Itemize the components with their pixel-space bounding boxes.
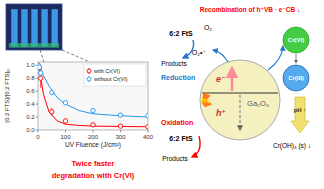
y-tick-label: 1.0 (26, 62, 35, 68)
photo-column (42, 10, 48, 47)
data-point (50, 90, 54, 94)
oxidation-label: Oxidation (161, 119, 193, 126)
electron-transfer-arrow (213, 50, 228, 62)
photocatalyst-particle (200, 60, 280, 140)
y-tick (36, 104, 39, 105)
chromium-vi-label: Cr(VI) (288, 37, 304, 43)
legend-label: without Cr(VI) (93, 76, 128, 82)
y-tick-label: 0.8 (26, 75, 35, 81)
x-tick-label: 300 (115, 134, 126, 140)
x-tick (93, 130, 94, 133)
x-tick (120, 130, 121, 133)
y-tick (36, 117, 39, 118)
band-line (202, 93, 278, 94)
plot-frame (38, 62, 148, 130)
catalyst-label: Ga₂O₃ (247, 99, 269, 108)
data-point (38, 65, 42, 69)
data-point (118, 124, 122, 128)
photo-background (6, 4, 62, 50)
reduction-arrow (183, 40, 194, 58)
y-tick-label: 0.4 (26, 101, 35, 107)
oxygen-label: O₂ (204, 24, 212, 31)
electron-label: e⁻ (216, 74, 226, 84)
legend-label: with Cr(VI) (93, 68, 120, 74)
y-tick-label: 0.0 (26, 127, 35, 133)
chromium-vi (283, 27, 309, 53)
data-point (146, 125, 148, 129)
x-axis-label: UV Fluence (J/cm²) (65, 141, 121, 149)
x-tick-label: 200 (88, 134, 99, 140)
reduction-label: Reduction (161, 74, 195, 81)
caption: degradation with Cr(VI) (52, 171, 135, 180)
precipitate-label: Cr(OH)₃ (s) ↓ (273, 142, 311, 150)
chromium-iii (283, 65, 309, 91)
data-point (63, 119, 67, 123)
y-tick (36, 91, 39, 92)
product-label: Products (162, 155, 188, 162)
data-point (146, 114, 148, 118)
product-label: Products (161, 60, 187, 67)
hole-label: h⁺ (216, 108, 226, 118)
ph-arrow (291, 97, 309, 133)
photo-column (52, 10, 58, 47)
x-tick (148, 130, 149, 133)
photo-column (22, 10, 28, 47)
reduction-step-arrow (296, 54, 297, 63)
superoxide-label: O₂•⁻ (192, 49, 207, 56)
x-tick (38, 130, 39, 133)
excitation-arrow (231, 68, 234, 91)
oxidation-arrow (192, 136, 200, 157)
y-tick-label: 0.2 (26, 114, 35, 120)
hole-arrow (239, 95, 240, 130)
data-point (39, 76, 43, 80)
photo-tray (9, 43, 59, 48)
photo-column (32, 10, 38, 47)
data-point (63, 101, 67, 105)
light-flame (202, 93, 213, 107)
photo-column (12, 10, 18, 47)
legend-box (84, 64, 146, 86)
data-point (50, 110, 54, 114)
chromium-iii-label: Cr(III) (288, 75, 304, 81)
x-tick-label: 400 (143, 134, 154, 140)
y-tick (36, 65, 39, 66)
data-point (38, 65, 42, 69)
data-point (39, 71, 43, 75)
legend-swatch (87, 77, 91, 81)
ph-label: pH ↑ (294, 107, 307, 113)
reactant-label: 6:2 FtS (169, 30, 193, 37)
plot-data (38, 63, 148, 129)
x-tick (65, 130, 66, 133)
recombination-label: Recombination of h⁺VB · e⁻CB ↓ (200, 6, 300, 13)
y-tick-label: 0.6 (26, 88, 35, 94)
light-label: hν (201, 96, 211, 105)
data-point (91, 108, 95, 112)
x-tick-label: 100 (60, 134, 71, 140)
connector-line (40, 50, 44, 62)
data-point (118, 113, 122, 117)
y-tick (36, 130, 39, 131)
electron-transfer-arrow (268, 46, 283, 70)
reactor-photo (6, 4, 62, 50)
x-tick-label: 0 (36, 134, 40, 140)
legend-swatch (87, 69, 91, 73)
reactant-label: 6:2 FtS (169, 135, 193, 142)
caption: Twice faster (72, 159, 115, 168)
y-axis-label: [6:2 FTS]/[6:2 FTS]₀ (4, 69, 10, 123)
legend: with Cr(VI) without Cr(VI) (84, 64, 146, 86)
data-point (91, 123, 95, 127)
y-tick (36, 78, 39, 79)
connector-line (62, 50, 90, 62)
figure: 0 100 200 300 400 0.0 0.2 0.4 0.6 0.8 1.0 UV Fluenc… (0, 0, 324, 189)
